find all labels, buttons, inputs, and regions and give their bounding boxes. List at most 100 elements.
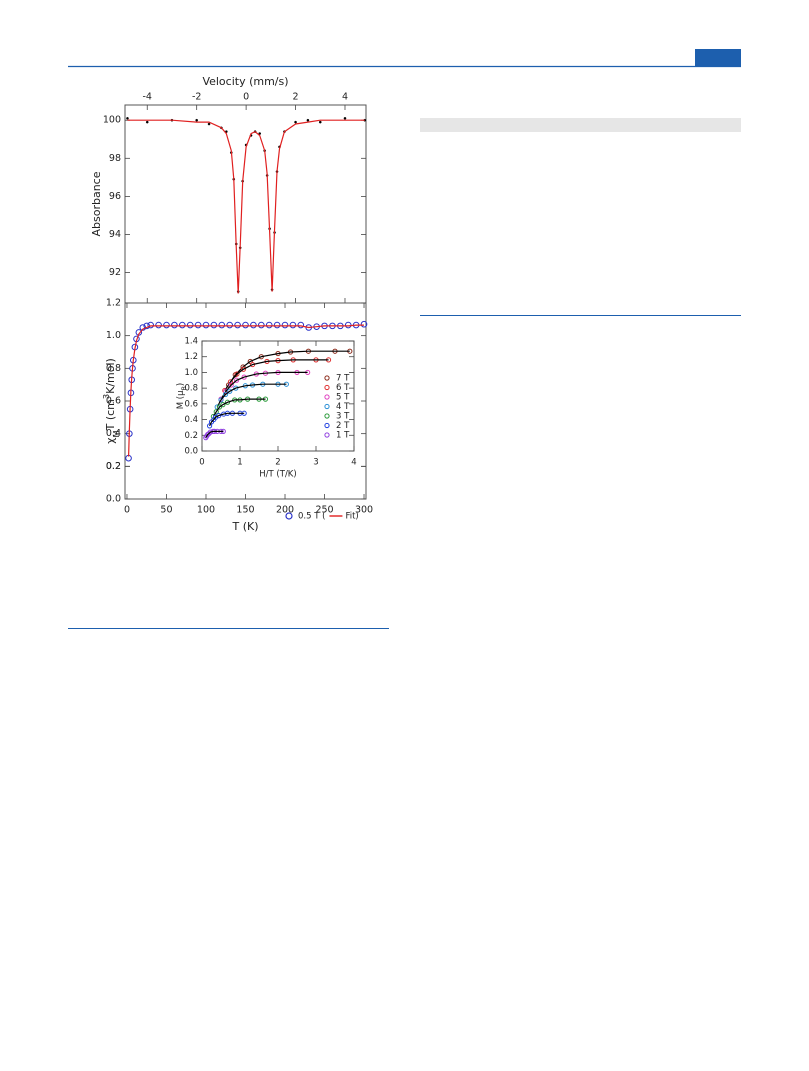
y-axis-label: Absorbance xyxy=(90,171,103,236)
data-circle xyxy=(240,366,247,372)
x-tick-label: 150 xyxy=(236,505,254,516)
x-axis-label: H/T (T/K) xyxy=(259,470,296,480)
data-dot xyxy=(258,132,262,135)
y-tick-label: 0.8 xyxy=(184,384,198,394)
x-tick-label: 300 xyxy=(355,505,373,516)
data-dot xyxy=(343,117,347,120)
y-tick-label: 1.0 xyxy=(184,368,198,378)
y-tick-label: 1.2 xyxy=(106,298,121,309)
y-tick-label: 0.4 xyxy=(106,428,121,439)
legend-label: 3 T xyxy=(336,412,350,422)
table-header-bar xyxy=(420,118,741,132)
data-circle xyxy=(210,413,216,420)
data-dot xyxy=(145,120,149,124)
y-axis-label-part: M (μ xyxy=(176,390,186,409)
fit-line xyxy=(128,324,364,457)
x-axis-label: T (K) xyxy=(231,520,258,533)
legend-swatch xyxy=(324,422,330,429)
y-axis-label-part: M xyxy=(111,430,121,437)
data-circle xyxy=(202,321,210,329)
x-tick-label: 200 xyxy=(276,505,294,516)
data-dot xyxy=(195,118,198,122)
y-axis-label-part: 3 xyxy=(101,394,111,399)
legend-label: 0.5 T ( xyxy=(298,512,325,522)
x-tick-label: 50 xyxy=(160,505,172,516)
data-circle xyxy=(178,321,186,329)
x-tick-label: 0 xyxy=(124,505,130,516)
y-axis-label-part: B xyxy=(180,386,188,390)
fit-line xyxy=(224,359,329,391)
data-circle xyxy=(233,377,240,383)
fit-line xyxy=(209,412,245,427)
data-circle xyxy=(216,413,222,419)
legend-label: 6 T xyxy=(336,383,350,393)
x-tick-label: 2 xyxy=(275,458,280,468)
y-tick-label: 1.2 xyxy=(184,352,198,362)
y-tick-label: 96 xyxy=(109,191,121,202)
fit-line xyxy=(212,398,266,417)
data-circle xyxy=(265,321,273,329)
data-dot xyxy=(207,122,211,126)
x-tick-label: 250 xyxy=(315,505,333,516)
data-circle xyxy=(234,371,240,377)
data-dot xyxy=(126,117,129,120)
fit-line xyxy=(228,350,350,386)
x-tick-label: -2 xyxy=(192,92,201,103)
data-dot xyxy=(306,118,310,122)
legend-label: 7 T xyxy=(336,374,350,384)
data-circle xyxy=(344,321,352,329)
y-tick-label: 92 xyxy=(109,267,121,278)
y-tick-label: 0.2 xyxy=(106,461,121,472)
data-circle xyxy=(147,321,154,329)
y-axis-label: M (μB) xyxy=(176,383,189,409)
y-tick-label: 100 xyxy=(103,115,121,126)
x-tick-label: 100 xyxy=(197,505,215,516)
legend-label: 5 T xyxy=(336,393,350,403)
data-circle xyxy=(213,409,219,415)
data-circle xyxy=(220,402,226,408)
y-tick-label: 0.8 xyxy=(106,363,121,374)
data-circle xyxy=(222,391,229,398)
fit-line xyxy=(205,430,224,438)
fit-line xyxy=(216,383,287,408)
y-tick-label: 0.2 xyxy=(106,461,121,472)
data-circle xyxy=(281,321,289,329)
y-axis-label-part: χ xyxy=(104,437,117,444)
data-circle xyxy=(155,321,162,329)
data-circle xyxy=(360,320,368,328)
y-tick-label: 0.0 xyxy=(106,494,121,505)
x-tick-label: 2 xyxy=(293,92,299,103)
x-tick-label: 0 xyxy=(243,92,249,103)
y-axis-label-part: T (cm xyxy=(104,399,117,431)
legend-label: Fit) xyxy=(345,512,358,522)
data-circle xyxy=(250,321,257,329)
x-tick-label: 4 xyxy=(351,458,356,468)
x-tick-label: -4 xyxy=(143,92,152,103)
header-badge xyxy=(695,49,741,66)
y-axis-label-part: ) xyxy=(176,383,186,386)
data-circle xyxy=(258,321,265,329)
y-tick-label: 98 xyxy=(109,153,121,164)
y-tick-label: 0.6 xyxy=(106,396,121,407)
legend-swatch xyxy=(324,394,330,400)
data-circle xyxy=(289,321,297,329)
y-axis-label: χMT (cm3K/mol) xyxy=(101,358,121,444)
legend-swatch xyxy=(324,384,330,391)
y-tick-label: 1.0 xyxy=(106,330,121,341)
fit-line xyxy=(127,119,365,294)
data-circle xyxy=(186,321,194,329)
data-circle xyxy=(224,399,231,405)
data-circle xyxy=(207,423,213,429)
legend-swatch xyxy=(324,432,330,438)
data-circle xyxy=(216,404,223,410)
legend-label: 1 T xyxy=(336,431,350,441)
data-circle xyxy=(273,321,281,329)
data-circle xyxy=(234,321,241,329)
data-circle xyxy=(163,321,170,329)
legend-label: 4 T xyxy=(336,402,350,412)
data-circle xyxy=(227,388,233,394)
data-circle xyxy=(226,321,233,329)
data-dot xyxy=(318,120,322,124)
plot-frame xyxy=(124,104,367,304)
